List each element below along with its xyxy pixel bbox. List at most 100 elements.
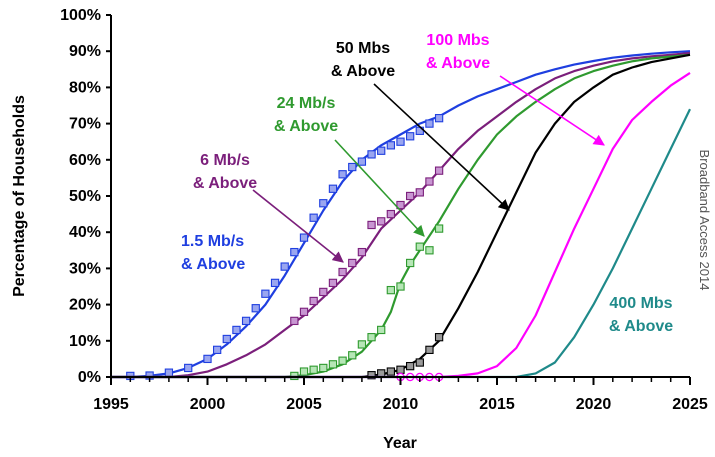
annotation-label-3: & Above	[274, 118, 338, 135]
y-tick-label: 30%	[69, 260, 101, 277]
x-axis-title: Year	[383, 435, 417, 452]
series-1-point	[164, 368, 174, 377]
series-1-point	[348, 162, 357, 172]
series-4-point	[415, 358, 424, 367]
series-3-point	[299, 367, 309, 376]
x-tick-label: 2015	[479, 396, 515, 413]
series-3-point	[425, 246, 434, 255]
x-tick-label: 2000	[190, 396, 226, 413]
series-3-point	[348, 351, 357, 360]
series-1-point	[270, 278, 280, 288]
x-tick-label: 2020	[576, 396, 612, 413]
series-2-point	[319, 287, 328, 297]
annotation-label-5: & Above	[426, 55, 490, 72]
annotation-label-5: 100 Mbs	[426, 32, 489, 49]
series-1-point	[232, 325, 241, 335]
series-3-point	[434, 224, 444, 233]
series-line-1	[111, 50, 691, 379]
x-tick-label: 2010	[383, 396, 419, 413]
series-1-point	[434, 114, 444, 123]
series-2-point	[425, 177, 434, 186]
y-tick-label: 60%	[69, 152, 101, 169]
x-tick-label: 1995	[93, 396, 129, 413]
annotation-label-6: & Above	[609, 318, 673, 335]
annotation-label-3: 24 Mb/s	[277, 95, 336, 112]
y-tick-label: 90%	[69, 43, 101, 60]
series-3-point	[405, 258, 415, 268]
series-3-point	[377, 325, 386, 335]
series-3-point	[338, 356, 347, 365]
annotation-label-2: 6 Mb/s	[200, 152, 250, 169]
series-2-point	[290, 316, 299, 326]
series-3-point	[328, 360, 338, 369]
series-line-6	[111, 108, 691, 379]
series-line-5	[111, 71, 691, 379]
series-2-point	[299, 307, 309, 316]
series-3-point	[357, 340, 367, 349]
series-1-point	[319, 199, 328, 208]
series-2-point	[405, 191, 415, 201]
series-3-point	[319, 363, 328, 373]
series-1-point	[338, 170, 347, 179]
y-tick-label: 0%	[78, 369, 101, 386]
series-1-point	[203, 354, 212, 364]
annotation-arrow-3	[334, 139, 425, 237]
annotation-arrow-5	[499, 75, 605, 146]
series-1-point	[377, 146, 386, 155]
y-tick-label: 80%	[69, 79, 101, 96]
y-tick-label: 10%	[69, 333, 101, 350]
series-line-3	[111, 53, 691, 379]
series-4-point	[386, 367, 395, 376]
series-line-2	[111, 51, 691, 379]
series-2-point	[357, 247, 367, 257]
annotation-label-4: & Above	[331, 63, 395, 80]
series-2-point	[434, 166, 444, 175]
series-1-point	[367, 150, 376, 159]
series-3-point	[415, 242, 424, 251]
series-1-point	[328, 184, 338, 193]
annotation-label-2: & Above	[193, 175, 257, 192]
series-2-point	[328, 278, 338, 288]
series-1-point	[299, 233, 309, 242]
series-1-point	[251, 304, 260, 313]
series-1-point	[309, 213, 318, 222]
series-2-point	[415, 188, 424, 197]
series-1-point	[222, 334, 231, 344]
series-1-point	[184, 363, 193, 373]
series-4-point	[434, 333, 444, 342]
y-tick-label: 70%	[69, 116, 101, 133]
series-1-point	[213, 345, 222, 354]
series-1-point	[290, 247, 299, 257]
axes: 0% 10% 20% 30% 40% 50% 60% 70% 80% 90% 100% 1995 200…	[60, 7, 708, 413]
series-1-point	[241, 316, 251, 326]
annotation-label-4: 50 Mbs	[336, 40, 390, 57]
y-axis-title: Percentage of Households	[11, 95, 28, 297]
series-4-point	[396, 365, 405, 374]
y-tick-label: 20%	[69, 297, 101, 314]
annotation-label-1: & Above	[181, 256, 245, 273]
annotation-arrow-4	[373, 83, 510, 211]
series-1-point	[386, 141, 395, 150]
series-2-point	[396, 200, 405, 210]
series-layer	[111, 50, 691, 382]
annotation-arrow-2	[252, 189, 344, 263]
series-1-point	[396, 137, 405, 146]
annotation-label-1: 1.5 Mb/s	[181, 233, 244, 250]
series-2-point	[367, 220, 376, 230]
series-line-4	[111, 53, 691, 379]
series-1-point	[280, 262, 289, 271]
series-3-point	[367, 333, 376, 342]
series-1-point	[357, 157, 367, 166]
series-2-point	[377, 217, 386, 226]
series-1-point	[261, 289, 270, 298]
series-1-point	[425, 119, 434, 128]
series-3-point	[396, 282, 405, 291]
annotation-label-6: 400 Mbs	[609, 295, 672, 312]
y-tick-label: 40%	[69, 224, 101, 241]
annotation-arrows: 1.5 Mb/s & Above 6 Mb/s & Above 24 Mb/s & Abo…	[181, 32, 673, 335]
series-2-point	[338, 267, 347, 277]
series-3-point	[309, 365, 318, 374]
series-1-point	[405, 132, 415, 141]
credit-text: Broadband Access 2014	[697, 150, 712, 291]
